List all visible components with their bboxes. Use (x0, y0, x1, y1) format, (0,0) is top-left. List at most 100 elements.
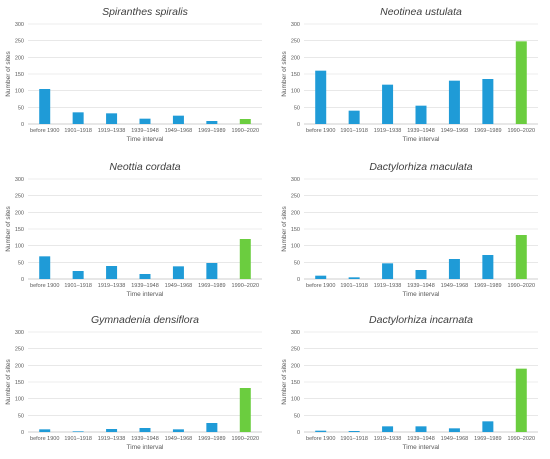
y-tick-label: 100 (15, 89, 24, 95)
x-tick-label: 1990–2020 (508, 128, 536, 134)
bar-recent (239, 388, 251, 432)
y-tick-label: 250 (291, 39, 300, 45)
y-tick-label: 50 (18, 260, 24, 266)
bar-historic (39, 256, 51, 279)
y-tick-label: 50 (294, 105, 300, 111)
x-tick-label: 1969–1989 (474, 436, 502, 442)
bar-recent (239, 239, 251, 279)
chart-title: Dactylorhiza maculata (369, 161, 472, 173)
x-axis-label: Time interval (403, 444, 441, 451)
x-tick-label: 1919–1938 (374, 436, 402, 442)
x-tick-label: 1969–1989 (198, 283, 226, 289)
x-tick-label: 1949–1968 (441, 436, 469, 442)
x-tick-label: 1919–1938 (98, 436, 126, 442)
y-tick-label: 250 (15, 39, 24, 45)
chart-panel: Dactylorhiza incarnata 0 50 100 150 200 250 300… (281, 314, 538, 451)
x-tick-label: before 1900 (306, 436, 335, 442)
y-tick-label: 250 (15, 347, 24, 353)
bar-historic (482, 255, 494, 279)
x-tick-label: 1901–1918 (64, 283, 92, 289)
y-axis-label: Number of sites (5, 358, 12, 404)
x-tick-label: 1939–1948 (131, 436, 159, 442)
x-axis-label: Time interval (403, 291, 441, 298)
x-tick-label: 1969–1989 (474, 283, 502, 289)
y-tick-label: 150 (15, 227, 24, 233)
x-tick-label: 1990–2020 (508, 283, 536, 289)
chart-title: Neotinea ustulata (380, 6, 462, 18)
y-tick-label: 150 (15, 72, 24, 78)
bar-historic (382, 84, 394, 124)
y-tick-label: 100 (291, 244, 300, 250)
x-tick-label: before 1900 (30, 436, 59, 442)
y-tick-label: 0 (21, 430, 24, 436)
bar-historic (72, 271, 84, 279)
y-tick-label: 300 (291, 22, 300, 28)
x-tick-label: before 1900 (306, 283, 335, 289)
y-tick-label: 100 (291, 89, 300, 95)
x-tick-label: 1919–1938 (374, 283, 402, 289)
bar-historic (206, 263, 218, 279)
chart-panel: Neottia cordata 0 50 100 150 200 250 300 before … (5, 161, 262, 298)
x-tick-label: before 1900 (30, 283, 59, 289)
y-tick-label: 150 (291, 72, 300, 78)
bar-recent (515, 235, 527, 279)
bar-historic (315, 275, 327, 279)
y-tick-label: 200 (291, 55, 300, 61)
x-tick-label: 1901–1918 (64, 128, 92, 134)
bar-historic (415, 105, 427, 124)
bar-historic (72, 112, 84, 124)
y-tick-label: 300 (291, 330, 300, 336)
x-tick-label: 1939–1948 (131, 128, 159, 134)
x-tick-label: 1939–1948 (407, 436, 435, 442)
bar-historic (106, 113, 118, 124)
x-tick-label: 1901–1918 (64, 436, 92, 442)
y-tick-label: 300 (15, 330, 24, 336)
x-tick-label: 1990–2020 (508, 436, 536, 442)
y-tick-label: 250 (15, 194, 24, 200)
x-tick-label: 1949–1968 (165, 436, 193, 442)
x-tick-label: 1969–1989 (198, 436, 226, 442)
x-axis-label: Time interval (127, 291, 165, 298)
y-axis-label: Number of sites (5, 205, 12, 251)
x-axis-label: Time interval (127, 444, 165, 451)
x-tick-label: 1949–1968 (441, 283, 469, 289)
y-tick-label: 0 (297, 277, 300, 283)
y-tick-label: 100 (291, 397, 300, 403)
y-tick-label: 150 (15, 380, 24, 386)
bar-historic (72, 431, 84, 432)
bar-historic (315, 70, 327, 124)
x-tick-label: 1901–1918 (340, 436, 368, 442)
y-tick-label: 50 (18, 105, 24, 111)
bar-historic (482, 421, 494, 432)
x-tick-label: before 1900 (30, 128, 59, 134)
bar-historic (39, 89, 51, 124)
bar-historic (415, 426, 427, 432)
x-tick-label: 1949–1968 (441, 128, 469, 134)
y-tick-label: 200 (291, 363, 300, 369)
x-tick-label: 1969–1989 (198, 128, 226, 134)
x-axis-label: Time interval (403, 136, 441, 143)
bar-historic (315, 430, 327, 432)
bar-historic (106, 266, 118, 279)
bar-historic (348, 110, 360, 124)
bar-historic (448, 80, 460, 124)
y-tick-label: 50 (294, 260, 300, 266)
y-axis-label: Number of sites (281, 205, 288, 251)
bar-historic (39, 429, 51, 432)
x-tick-label: 1969–1989 (474, 128, 502, 134)
bar-historic (172, 266, 184, 279)
chart-panel: Spiranthes spiralis 0 50 100 150 200 250 300 bef… (5, 6, 262, 143)
y-tick-label: 100 (15, 244, 24, 250)
bar-historic (415, 270, 427, 279)
x-tick-label: before 1900 (306, 128, 335, 134)
chart-title: Neottia cordata (109, 161, 180, 173)
bar-recent (239, 119, 251, 124)
y-tick-label: 100 (15, 397, 24, 403)
y-tick-label: 50 (294, 413, 300, 419)
bar-historic (206, 121, 218, 124)
x-axis-label: Time interval (127, 136, 165, 143)
bar-recent (515, 368, 527, 432)
bar-historic (206, 423, 218, 432)
y-tick-label: 300 (15, 22, 24, 28)
